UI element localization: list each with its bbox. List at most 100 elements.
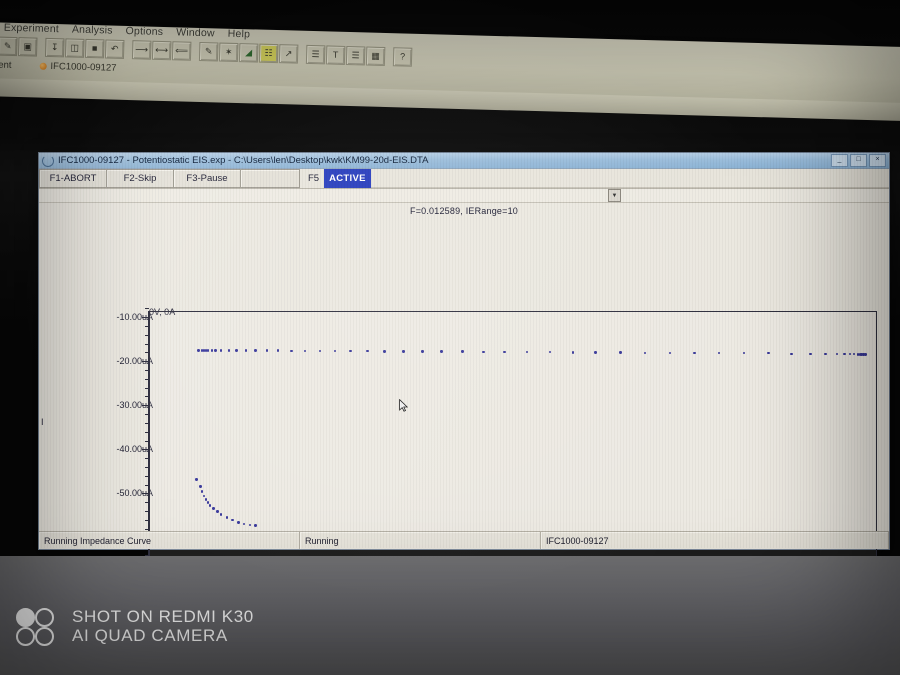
maximize-button[interactable]: □ <box>850 154 867 167</box>
pencil-icon[interactable]: ✎ <box>198 41 219 62</box>
y-tick-mark <box>142 317 149 319</box>
data-point <box>548 350 552 354</box>
watermark-line-2: AI QUAD CAMERA <box>72 626 228 645</box>
y-minor-tick <box>145 334 149 336</box>
minimize-button[interactable]: _ <box>831 154 848 167</box>
potentiostatic-eis-window[interactable]: IFC1000-09127 - Potentiostatic EIS.exp -… <box>38 152 890 585</box>
brush-icon[interactable]: ✶ <box>218 42 239 63</box>
data-point <box>383 350 386 353</box>
data-point <box>809 352 812 355</box>
cursor-arrow-icon[interactable]: ⟶ <box>131 40 152 60</box>
y-tick-mark <box>142 449 149 451</box>
copy-icon[interactable]: ◫ <box>64 38 85 58</box>
f4-blank-button[interactable] <box>241 169 300 188</box>
tab-ifc1000[interactable]: IFC1000-09127 <box>39 61 117 74</box>
y-tick-label: -50.00uA <box>116 488 153 499</box>
y-minor-tick <box>145 396 149 398</box>
data-point <box>202 349 206 352</box>
data-point <box>248 523 251 527</box>
data-point <box>303 349 307 353</box>
data-point <box>790 352 793 355</box>
origin-label: 0V, 0A <box>149 307 176 317</box>
menu-item-help[interactable]: Help <box>227 27 251 40</box>
tab-present[interactable]: Present <box>0 59 12 71</box>
line-icon[interactable]: ↗ <box>278 44 299 64</box>
gamry-circle-icon <box>42 154 54 167</box>
f2-skip-button[interactable]: F2-Skip <box>107 169 174 188</box>
menu-item-experiment[interactable]: Experiment <box>3 21 60 35</box>
data-point <box>318 349 322 353</box>
data-point <box>197 349 200 352</box>
f1-abort-button[interactable]: F1-ABORT <box>39 169 107 188</box>
y-minor-tick <box>145 511 149 513</box>
data-point <box>199 485 202 488</box>
data-point <box>214 349 217 352</box>
align-icon[interactable]: ☰ <box>305 44 326 65</box>
watermark-line-1: SHOT ON REDMI K30 <box>72 606 254 626</box>
label-icon[interactable]: ▦ <box>365 46 386 67</box>
window-title-bar[interactable]: IFC1000-09127 - Potentiostatic EIS.exp -… <box>39 153 889 169</box>
data-point <box>220 349 223 352</box>
paste-icon[interactable]: ■ <box>84 38 105 59</box>
close-button[interactable]: × <box>869 154 886 167</box>
data-point <box>824 352 827 355</box>
data-point <box>334 349 337 353</box>
plot-frame[interactable] <box>149 311 877 558</box>
edit-icon[interactable]: ✎ <box>0 36 18 57</box>
data-point <box>227 349 230 352</box>
data-point <box>208 504 211 507</box>
help-icon[interactable]: ? <box>392 47 413 67</box>
status-device: IFC1000-09127 <box>541 532 889 549</box>
y-minor-tick <box>145 458 149 460</box>
y-minor-tick <box>145 308 149 310</box>
text-icon[interactable]: T <box>325 45 346 65</box>
f5-label: F5 <box>308 173 320 184</box>
cursor-select-icon[interactable]: ⟸ <box>171 41 192 61</box>
y-minor-tick <box>145 440 149 442</box>
import-icon[interactable]: ↧ <box>44 37 65 58</box>
y-minor-tick <box>145 343 149 345</box>
data-point <box>668 351 671 355</box>
menu-item-options[interactable]: Options <box>125 24 164 38</box>
menu-item-analysis[interactable]: Analysis <box>71 23 113 37</box>
orange-circle-icon <box>39 62 47 70</box>
y-minor-tick <box>145 484 149 486</box>
data-point <box>482 350 485 354</box>
function-key-bar[interactable]: F1-ABORT F2-Skip F3-Pause F5 ACTIVE <box>39 169 889 189</box>
data-point <box>204 498 208 501</box>
plot-selector-row[interactable]: ▼ <box>39 189 889 203</box>
data-point <box>231 519 234 522</box>
y-tick-label: -20.00uA <box>116 356 153 367</box>
list-icon[interactable]: ☰ <box>345 45 366 66</box>
impedance-plot[interactable]: I -10.00uA -20.00uA -30.00uA -40.00uA -50.00… <box>39 219 889 585</box>
print-preview-icon[interactable]: ▣ <box>17 37 38 57</box>
status-bar: Running Impedance Curve Running IFC1000-… <box>39 531 889 549</box>
data-point <box>212 507 215 510</box>
y-minor-tick <box>145 378 149 380</box>
data-point <box>421 350 424 353</box>
window-controls[interactable]: _ □ × <box>831 154 886 167</box>
function-bar-filler <box>370 169 889 188</box>
undo-icon[interactable]: ↶ <box>104 39 125 59</box>
f3-pause-button[interactable]: F3-Pause <box>174 169 241 188</box>
data-point <box>206 501 210 504</box>
data-point <box>843 352 846 356</box>
status-state: Running <box>300 532 541 549</box>
fill-icon[interactable]: ◢ <box>238 43 259 63</box>
y-tick-label: -40.00uA <box>116 444 153 455</box>
status-badge: ACTIVE <box>324 169 371 188</box>
data-point <box>220 513 223 516</box>
chevron-down-icon[interactable]: ▼ <box>608 189 621 202</box>
y-minor-tick <box>145 370 149 372</box>
grid-icon[interactable]: ☷ <box>258 43 279 64</box>
y-tick-label: -30.00uA <box>116 400 153 411</box>
y-tick-mark <box>142 493 149 495</box>
data-point <box>210 349 213 352</box>
y-minor-tick <box>145 352 149 354</box>
menu-item-window[interactable]: Window <box>176 25 215 39</box>
desk-surface <box>0 556 900 675</box>
data-point <box>440 350 443 353</box>
cursor-pick-icon[interactable]: ⟷ <box>151 40 172 61</box>
data-point <box>366 349 369 353</box>
window-title: IFC1000-09127 - Potentiostatic EIS.exp -… <box>58 155 429 166</box>
